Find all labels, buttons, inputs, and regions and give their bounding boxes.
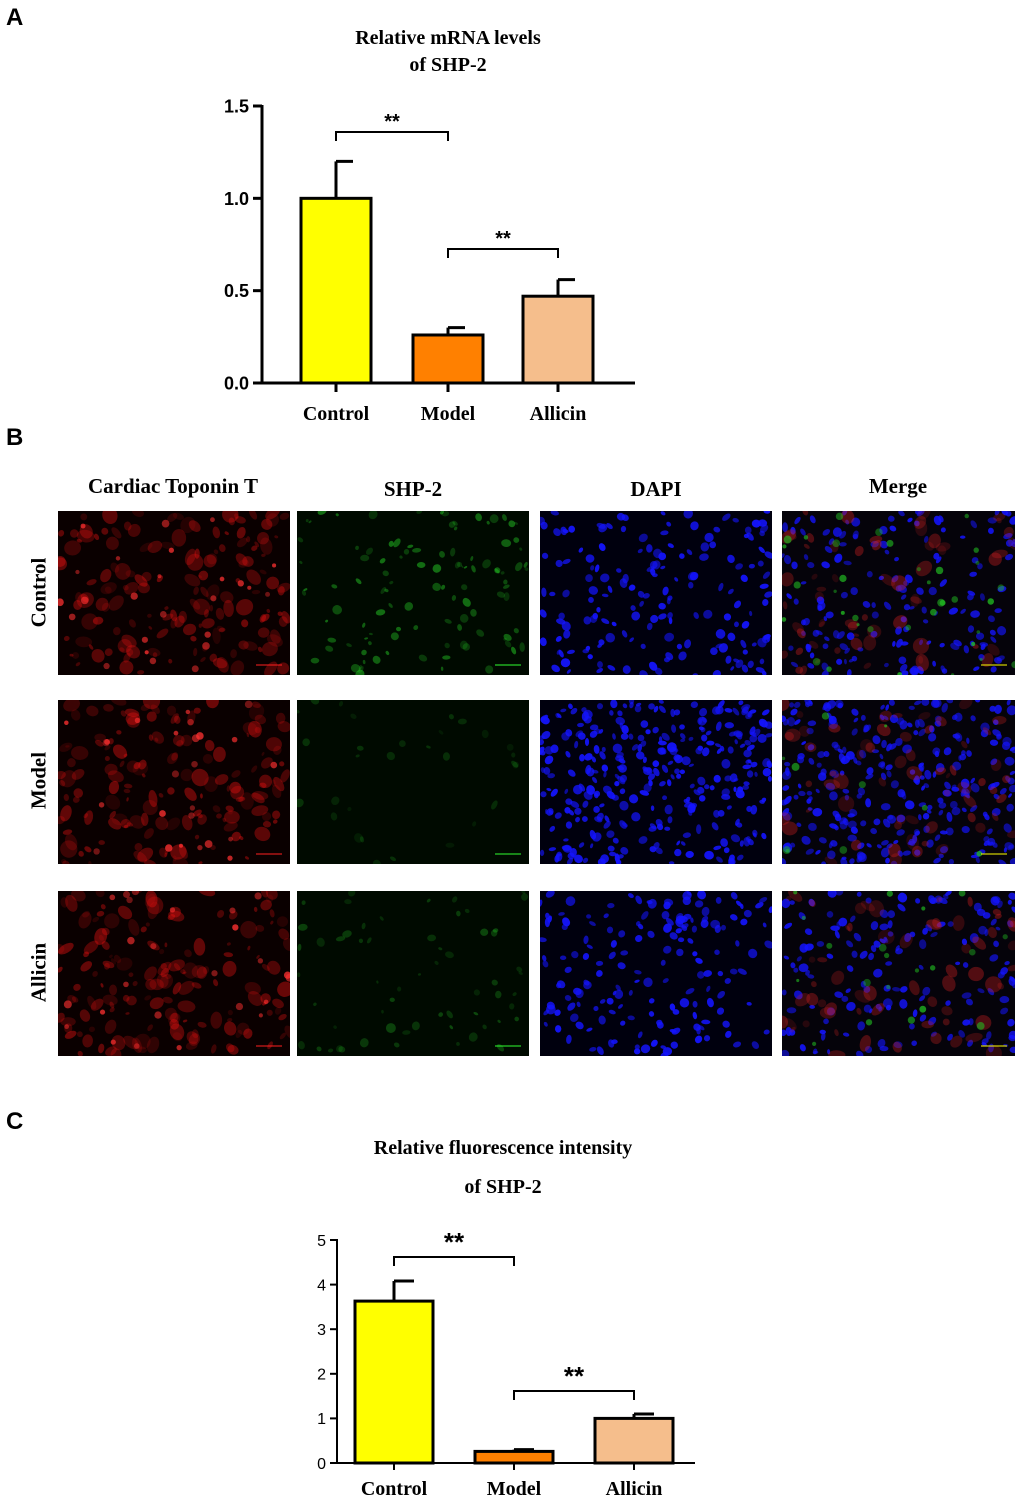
- chart-a-significance-bracket: [447, 248, 559, 258]
- chart-a-title-line-0: Relative mRNA levels: [355, 27, 541, 49]
- micrograph-control-shp2: [297, 511, 529, 675]
- chart-a-bar-allicin: [521, 294, 595, 385]
- chart-a-category-label: Control: [303, 403, 370, 425]
- column-label-troponin: Cardiac Toponin T: [87, 474, 259, 498]
- chart-a-y-tick-label: 0.5: [224, 281, 249, 301]
- chart-c-y-tick-label: 4: [317, 1277, 326, 1294]
- micrograph-allicin-shp2: [297, 891, 529, 1056]
- chart-c-y-tick-label: 2: [317, 1367, 326, 1384]
- panel-label-c: C: [6, 1108, 24, 1135]
- chart-c-title-line-1: of SHP-2: [464, 1176, 541, 1198]
- chart-a-y-tick-label: 0.0: [224, 373, 249, 393]
- chart-c-category-label: Allicin: [606, 1478, 663, 1500]
- chart-c-significance-bracket: [393, 1256, 515, 1266]
- chart-c-bar-model: [473, 1449, 555, 1465]
- chart-a-bar-control: [299, 196, 373, 385]
- chart-a-significance-label: **: [384, 111, 400, 133]
- chart-a-significance-bracket: [335, 131, 449, 141]
- micrograph-control-dapi: [540, 511, 772, 675]
- micrograph-allicin-dapi: [540, 891, 772, 1056]
- chart-a-title-line-1: of SHP-2: [409, 54, 486, 76]
- chart-a-y-tick-label: 1.5: [224, 96, 249, 116]
- chart-a-category-label: Model: [421, 403, 476, 425]
- chart-c-title-line-0: Relative fluorescence intensity: [374, 1137, 632, 1159]
- chart-c-y-tick-label: 3: [317, 1322, 326, 1339]
- panel-label-b: B: [6, 424, 24, 451]
- chart-a-significance-label: **: [495, 228, 511, 250]
- micrograph-model-troponin: [58, 700, 290, 864]
- chart-c-y-tick-label: 0: [317, 1456, 326, 1473]
- micrograph-model-dapi: [540, 700, 772, 864]
- chart-c-y-tick-label: 1: [317, 1411, 326, 1428]
- chart-a-y-tick-label: 1.0: [224, 189, 249, 209]
- micrograph-allicin-merge: [782, 891, 1015, 1056]
- row-label-allicin: Allicin: [26, 942, 51, 1003]
- micrograph-model-shp2: [297, 700, 529, 864]
- chart-a-bar-model: [411, 333, 485, 385]
- column-label-dapi: DAPI: [630, 477, 682, 501]
- micrograph-control-troponin: [58, 511, 290, 675]
- chart-c-significance-label: **: [564, 1361, 585, 1391]
- chart-c-category-label: Model: [487, 1478, 542, 1500]
- chart-c-significance-label: **: [444, 1227, 465, 1257]
- chart-a-category-label: Allicin: [530, 403, 587, 425]
- chart-c-bar-allicin: [593, 1416, 675, 1465]
- chart-c-category-label: Control: [361, 1478, 428, 1500]
- micrograph-control-merge: [782, 511, 1015, 675]
- micrograph-allicin-troponin: [58, 891, 290, 1056]
- row-label-model: Model: [26, 751, 51, 810]
- chart-c-y-tick-label: 5: [317, 1233, 326, 1250]
- chart-a-mrna: Relative mRNA levels of SHP-2 0.0 0.5 1.0 1.5…: [224, 27, 635, 425]
- chart-c-bar-control: [353, 1299, 435, 1465]
- row-label-control: Control: [26, 557, 51, 628]
- chart-c-significance-bracket: [513, 1390, 635, 1400]
- panel-label-a: A: [6, 4, 24, 31]
- column-label-merge: Merge: [868, 474, 928, 498]
- micrograph-model-merge: [782, 700, 1015, 864]
- column-label-shp2: SHP-2: [383, 477, 443, 501]
